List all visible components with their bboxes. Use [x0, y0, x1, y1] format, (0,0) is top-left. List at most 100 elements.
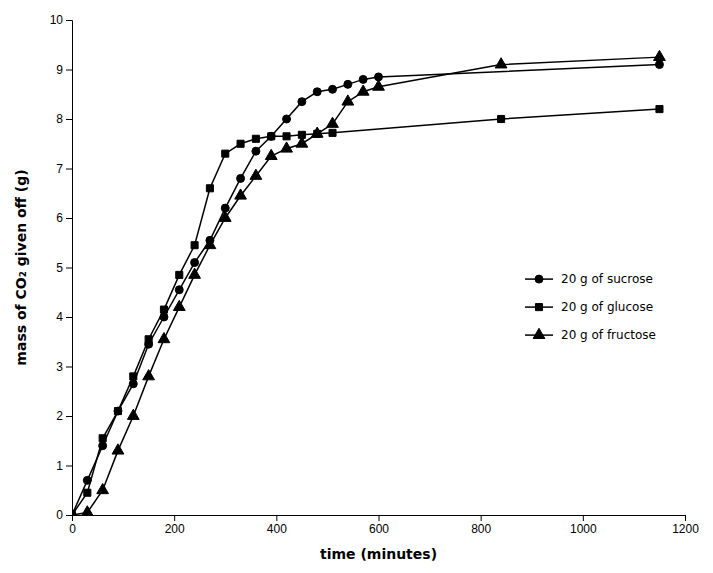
series-marker [72, 508, 78, 515]
series-marker [114, 407, 122, 415]
series-marker [237, 140, 244, 147]
series-marker [222, 150, 229, 157]
x-tick: 200 [165, 515, 185, 536]
y-tick: 5 [56, 261, 72, 275]
legend-label: 20 g of glucose [561, 300, 653, 314]
series-marker [206, 185, 213, 192]
series-marker [311, 127, 323, 137]
series-marker [145, 336, 152, 343]
y-tick: 1 [56, 459, 72, 473]
y-tick-mark [66, 466, 72, 467]
series-marker [97, 483, 109, 493]
series-marker [191, 259, 199, 267]
series-marker [250, 169, 262, 179]
series-marker [127, 409, 139, 419]
series-marker [313, 88, 321, 96]
series-marker [204, 238, 216, 248]
x-tick-mark [481, 515, 482, 521]
series-marker [283, 133, 290, 140]
y-tick-mark [66, 515, 72, 516]
x-tick-mark [379, 515, 380, 521]
x-tick: 1000 [570, 515, 597, 536]
series-marker [252, 135, 259, 142]
series-marker [130, 373, 137, 380]
series-line [72, 109, 659, 515]
y-axis-line [66, 21, 73, 516]
x-tick-label: 0 [69, 522, 76, 536]
series-marker [173, 300, 185, 310]
series-marker [296, 137, 308, 147]
series-marker [143, 370, 155, 380]
y-tick: 0 [56, 508, 72, 522]
legend-swatch-marker [535, 304, 542, 311]
y-tick-mark [66, 218, 72, 219]
y-tick: 6 [56, 211, 72, 225]
legend-item: 20 g of fructose [525, 328, 656, 342]
y-tick: 2 [56, 409, 72, 423]
y-tick-label: 9 [56, 63, 63, 77]
x-tick-label: 200 [165, 522, 185, 536]
x-tick-label: 1000 [570, 522, 597, 536]
y-tick: 3 [56, 360, 72, 374]
series-marker [342, 95, 354, 105]
x-tick-label: 1200 [672, 522, 699, 536]
series-marker [265, 149, 277, 159]
series-marker [495, 58, 507, 68]
x-tick: 800 [471, 515, 491, 536]
y-tick: 8 [56, 112, 72, 126]
series-marker [175, 286, 183, 294]
y-tick-label: 6 [56, 211, 63, 225]
y-tick-label: 2 [56, 409, 63, 423]
series-marker [359, 75, 367, 83]
series-marker [99, 435, 106, 442]
x-tick-mark [685, 515, 686, 521]
x-axis-title: time (minutes) [320, 546, 437, 562]
series-marker [112, 444, 124, 454]
marks [72, 50, 665, 515]
series-marker [655, 61, 663, 69]
series-line [72, 65, 659, 515]
series-marker [498, 115, 505, 122]
x-axis: 020040060080010001200 [69, 515, 699, 536]
legend: 20 g of sucrose20 g of glucose20 g of fr… [525, 272, 656, 342]
series-marker [357, 85, 369, 95]
y-tick: 9 [56, 63, 72, 77]
series-marker [252, 147, 260, 155]
y-tick: 4 [56, 310, 72, 324]
y-tick-mark [66, 119, 72, 120]
y-tick-label: 0 [56, 508, 63, 522]
series-marker [81, 506, 93, 515]
y-tick-mark [66, 20, 72, 21]
y-tick-label: 10 [50, 13, 64, 27]
y-tick: 7 [56, 162, 72, 176]
y-tick-label: 8 [56, 112, 63, 126]
series-marker [267, 132, 275, 140]
x-tick: 1200 [672, 515, 699, 536]
series-marker [281, 142, 293, 152]
x-tick-mark [276, 515, 277, 521]
y-tick-mark [66, 416, 72, 417]
plot: 020040060080010001200012345678910time (m… [13, 13, 699, 562]
y-tick-label: 7 [56, 162, 63, 176]
series-marker [329, 129, 336, 136]
series-marker [268, 133, 275, 140]
x-tick: 0 [69, 515, 76, 536]
series-marker [329, 85, 337, 93]
series-marker [344, 80, 352, 88]
y-tick-mark [66, 367, 72, 368]
y-tick-label: 1 [56, 459, 63, 473]
series-marker [189, 268, 201, 278]
legend-item: 20 g of glucose [525, 300, 653, 314]
series-marker [160, 306, 167, 313]
series-marker [219, 211, 231, 221]
series-marker [656, 106, 663, 113]
y-tick-mark [66, 317, 72, 318]
series-marker [191, 242, 198, 249]
series-marker [298, 98, 306, 106]
x-tick-mark [583, 515, 584, 521]
x-axis-line [73, 516, 686, 522]
x-tick-label: 800 [471, 522, 491, 536]
chart: 020040060080010001200012345678910time (m… [0, 0, 713, 573]
legend-swatch-marker [533, 328, 545, 338]
series-marker [373, 80, 385, 90]
